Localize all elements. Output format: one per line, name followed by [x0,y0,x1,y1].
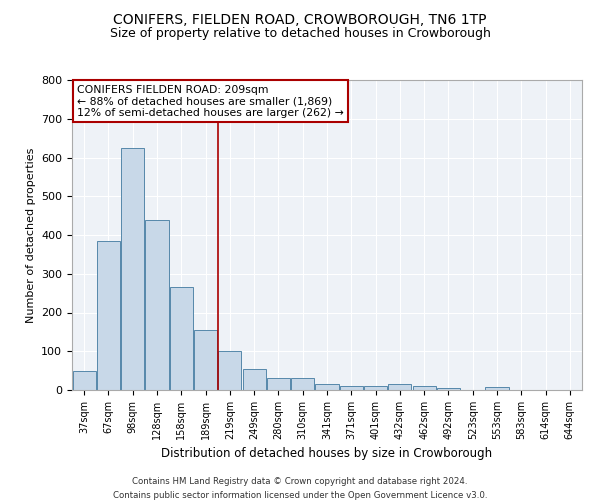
Bar [170,288,193,390]
Text: CONIFERS FIELDEN ROAD: 209sqm
← 88% of detached houses are smaller (1,869)
12% o: CONIFERS FIELDEN ROAD: 209sqm ← 88% of d… [77,84,344,118]
Bar [291,378,314,390]
Bar [145,220,169,390]
Text: Size of property relative to detached houses in Crowborough: Size of property relative to detached ho… [110,28,490,40]
Bar [316,384,338,390]
X-axis label: Distribution of detached houses by size in Crowborough: Distribution of detached houses by size … [161,448,493,460]
Bar [485,387,509,390]
Bar [97,241,120,390]
Text: Contains HM Land Registry data © Crown copyright and database right 2024.: Contains HM Land Registry data © Crown c… [132,478,468,486]
Y-axis label: Number of detached properties: Number of detached properties [26,148,35,322]
Bar [437,388,460,390]
Bar [73,370,95,390]
Bar [364,386,387,390]
Bar [121,148,144,390]
Text: CONIFERS, FIELDEN ROAD, CROWBOROUGH, TN6 1TP: CONIFERS, FIELDEN ROAD, CROWBOROUGH, TN6… [113,12,487,26]
Text: Contains public sector information licensed under the Open Government Licence v3: Contains public sector information licen… [113,491,487,500]
Bar [340,386,363,390]
Bar [242,368,266,390]
Bar [194,330,217,390]
Bar [267,378,290,390]
Bar [218,351,241,390]
Bar [413,386,436,390]
Bar [388,384,412,390]
